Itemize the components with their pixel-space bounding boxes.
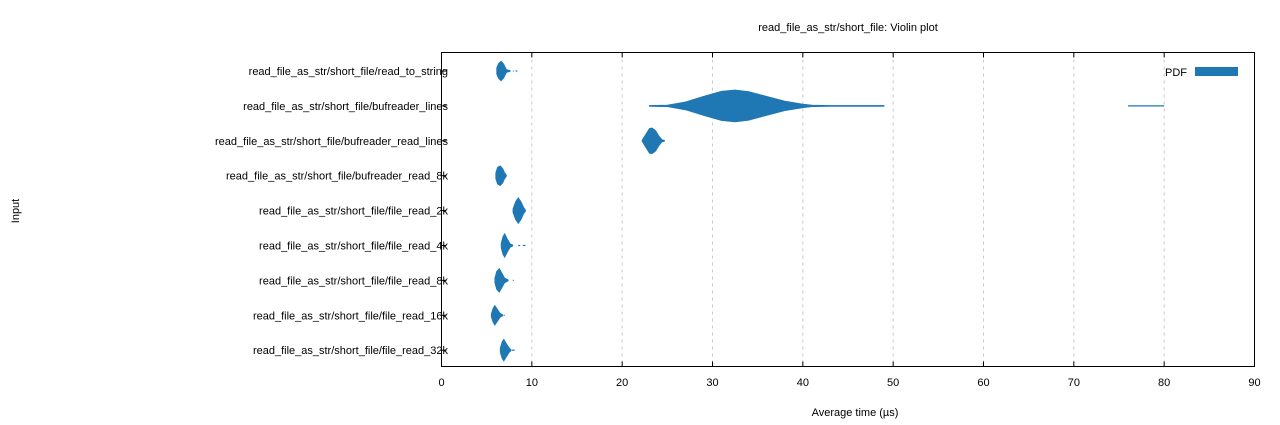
y-tick-label-3: read_file_as_str/short_file/bufreader_re…: [226, 171, 448, 183]
y-tick-label-4: read_file_as_str/short_file/file_read_2k: [259, 206, 448, 218]
y-axis-labels: read_file_as_str/short_file/read_to_stri…: [215, 66, 448, 357]
x-tick-label-10: 10: [526, 377, 538, 389]
y-tick-label-5: read_file_as_str/short_file/file_read_4k: [259, 241, 448, 253]
chart-title: read_file_as_str/short_file: Violin plot: [758, 22, 938, 34]
x-tick-label-50: 50: [887, 377, 899, 389]
x-tick-label-90: 90: [1248, 377, 1260, 389]
x-tick-label-0: 0: [438, 377, 444, 389]
x-tick-label-60: 60: [977, 377, 989, 389]
y-tick-label-1: read_file_as_str/short_file/bufreader_li…: [243, 101, 448, 113]
violin-0: [496, 60, 511, 82]
y-tick-label-2: read_file_as_str/short_file/bufreader_re…: [215, 136, 448, 148]
legend-label: PDF: [1165, 67, 1187, 79]
violin-3: [495, 165, 507, 187]
x-tick-label-80: 80: [1158, 377, 1170, 389]
x-tick-label-40: 40: [797, 377, 809, 389]
x-axis-title: Average time (µs): [812, 407, 899, 419]
y-axis-title: Input: [10, 199, 22, 223]
violin-7: [490, 304, 504, 326]
x-axis-ticks: 0 10 20 30 40 50 60 70 80 90: [438, 52, 1261, 389]
violin-layer: [490, 60, 1165, 362]
x-tick-label-70: 70: [1068, 377, 1080, 389]
violin-2: [641, 127, 665, 155]
legend: PDF: [1165, 67, 1238, 79]
x-tick-label-30: 30: [706, 377, 718, 389]
legend-swatch: [1195, 67, 1238, 76]
violin-1: [648, 89, 885, 123]
grid-layer: [531, 52, 1165, 367]
y-tick-label-8: read_file_as_str/short_file/file_read_32…: [253, 345, 449, 357]
violin-6: [494, 267, 509, 293]
violin-4: [512, 197, 526, 225]
y-tick-label-6: read_file_as_str/short_file/file_read_8k: [259, 275, 448, 287]
y-tick-label-0: read_file_as_str/short_file/read_to_stri…: [249, 66, 448, 78]
violin-5: [500, 232, 514, 259]
violin-8: [499, 338, 512, 362]
y-tick-label-7: read_file_as_str/short_file/file_read_16…: [253, 310, 449, 322]
x-tick-label-20: 20: [616, 377, 628, 389]
plot-frame: [441, 52, 1255, 367]
